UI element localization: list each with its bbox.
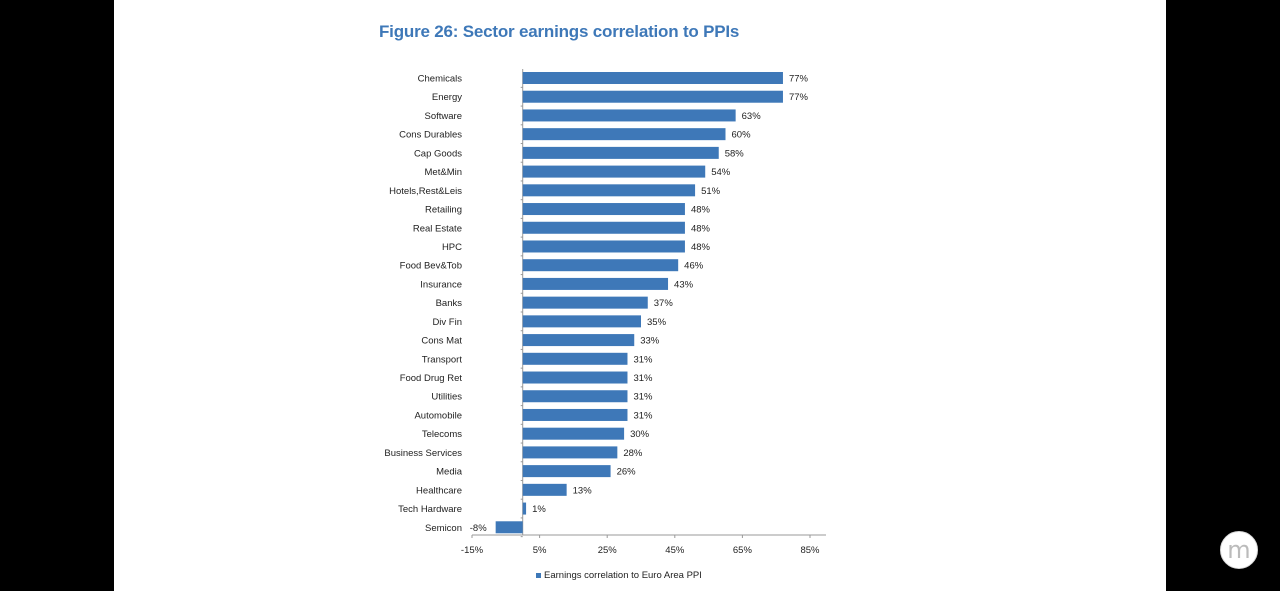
chart-title: Figure 26: Sector earnings correlation t… — [379, 22, 740, 41]
data-label: 54% — [711, 167, 731, 178]
bar — [522, 390, 628, 403]
category-label: Cons Mat — [421, 336, 462, 347]
category-label: Energy — [432, 92, 462, 103]
category-label: Hotels,Rest&Leis — [389, 186, 462, 197]
category-label: Media — [436, 467, 463, 478]
category-label: Automobile — [414, 410, 462, 421]
data-label: 31% — [633, 410, 653, 421]
data-label: 1% — [532, 504, 546, 515]
data-label: 28% — [623, 448, 643, 459]
category-label: Tech Hardware — [398, 504, 462, 515]
category-label: Chemicals — [418, 74, 463, 85]
category-label: Real Estate — [413, 223, 462, 234]
bar — [522, 371, 628, 384]
data-label: 48% — [691, 242, 711, 253]
bar — [522, 221, 685, 234]
category-label: Healthcare — [416, 485, 462, 496]
bar — [522, 315, 641, 328]
data-label: 60% — [732, 130, 752, 141]
bar — [522, 502, 527, 515]
category-label: Transport — [422, 354, 463, 365]
bar-chart: Chemicals 77% Energy 77% Software 63% Cons Dur… — [384, 69, 826, 556]
bar — [522, 465, 611, 478]
bar — [522, 334, 635, 347]
x-tick-label: -15% — [461, 545, 484, 556]
data-label: 33% — [640, 336, 660, 347]
bar — [522, 483, 567, 496]
data-label: 26% — [617, 467, 637, 478]
x-tick-label: 45% — [665, 545, 685, 556]
category-label: Banks — [436, 298, 463, 309]
data-label: 63% — [742, 111, 762, 122]
x-tick-label: 85% — [800, 545, 820, 556]
bar — [522, 128, 726, 141]
category-label: Met&Min — [425, 167, 462, 178]
bar — [522, 109, 736, 122]
bar — [522, 259, 679, 272]
category-label: Div Fin — [432, 317, 462, 328]
x-tick-label: 65% — [733, 545, 753, 556]
data-label: 13% — [573, 485, 593, 496]
bar — [522, 165, 706, 178]
bar — [522, 72, 783, 84]
category-label: Utilities — [431, 392, 462, 403]
category-label: Business Services — [384, 448, 462, 459]
legend-label: Earnings correlation to Euro Area PPI — [544, 570, 702, 581]
data-label: 31% — [633, 354, 653, 365]
data-label: 31% — [633, 373, 653, 384]
data-label: -8% — [470, 523, 487, 534]
bar — [522, 90, 783, 103]
bar — [522, 446, 618, 459]
bar — [522, 240, 685, 253]
chart-legend: Earnings correlation to Euro Area PPI — [536, 570, 702, 581]
bar — [522, 296, 648, 309]
legend-swatch — [536, 573, 541, 578]
bar — [495, 521, 523, 534]
document-page: Figure 26: Sector earnings correlation t… — [114, 0, 1166, 591]
data-label: 48% — [691, 223, 711, 234]
category-label: Semicon — [425, 523, 462, 534]
bar — [522, 352, 628, 365]
data-label: 30% — [630, 429, 650, 440]
data-label: 43% — [674, 279, 694, 290]
m-circle-logo: m — [1220, 531, 1258, 569]
bar — [522, 146, 719, 159]
data-label: 77% — [789, 92, 809, 103]
bar — [522, 408, 628, 421]
category-label: Telecoms — [422, 429, 462, 440]
data-label: 51% — [701, 186, 721, 197]
bar — [522, 203, 685, 216]
x-tick-label: 5% — [533, 545, 547, 556]
category-label: Software — [425, 111, 463, 122]
category-label: Food Drug Ret — [400, 373, 463, 384]
data-label: 31% — [633, 392, 653, 403]
category-label: Cap Goods — [414, 148, 462, 159]
category-label: Insurance — [420, 279, 462, 290]
data-label: 35% — [647, 317, 667, 328]
category-label: HPC — [442, 242, 462, 253]
data-label: 48% — [691, 205, 711, 216]
bar — [522, 427, 625, 440]
data-label: 77% — [789, 74, 809, 85]
category-label: Retailing — [425, 205, 462, 216]
data-label: 46% — [684, 261, 704, 272]
category-label: Cons Durables — [399, 130, 462, 141]
data-label: 37% — [654, 298, 674, 309]
x-tick-label: 25% — [598, 545, 618, 556]
bar — [522, 184, 696, 197]
category-label: Food Bev&Tob — [400, 261, 462, 272]
data-label: 58% — [725, 148, 745, 159]
bar — [522, 277, 669, 290]
